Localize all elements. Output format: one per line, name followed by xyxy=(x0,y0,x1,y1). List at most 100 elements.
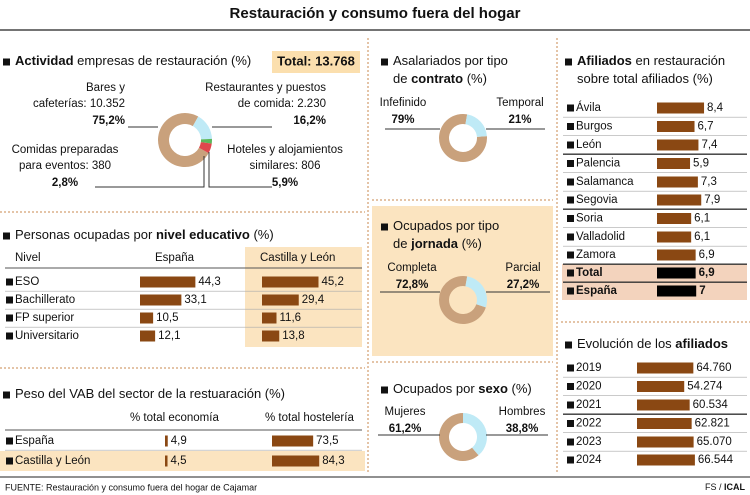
value-label: 45,2 xyxy=(322,276,344,288)
section-title: Peso del VAB del sector de la restuaraci… xyxy=(15,386,285,401)
bar xyxy=(262,312,277,324)
bar xyxy=(657,267,696,279)
bar xyxy=(657,102,705,114)
text-segment: Ocupados por xyxy=(393,381,478,396)
value-label: 29,4 xyxy=(302,294,325,306)
bar xyxy=(657,121,695,132)
row-label: Bachillerato xyxy=(15,294,75,306)
bullet xyxy=(567,438,574,446)
value-label: 6,1 xyxy=(694,213,710,225)
bar xyxy=(165,455,168,467)
row-label: Castilla y León xyxy=(15,455,90,467)
row-label: Ávila xyxy=(576,101,602,114)
bullet xyxy=(567,269,574,277)
bullet xyxy=(381,223,388,231)
credit: FS / ICAL xyxy=(705,482,746,492)
bar xyxy=(140,312,154,324)
row-label: 2021 xyxy=(576,399,602,411)
bar xyxy=(657,139,699,151)
text-segment: Actividad xyxy=(15,53,74,68)
row-highlight xyxy=(562,282,747,300)
bar xyxy=(272,435,314,447)
bar xyxy=(637,418,692,429)
bullet xyxy=(567,420,574,427)
donut-slice xyxy=(465,114,487,137)
text-segment: afiliados xyxy=(675,336,728,351)
bullet xyxy=(6,314,13,322)
section-title: Ocupados por tipo xyxy=(393,218,499,233)
slice-label: Mujeres xyxy=(385,406,426,418)
column-header: España xyxy=(155,252,195,264)
section-title: sobre total afiliados (%) xyxy=(577,71,713,86)
bullet xyxy=(567,287,574,295)
slice-label: similares: 806 xyxy=(250,160,321,172)
row-label: Soria xyxy=(576,213,603,225)
bullet xyxy=(381,58,388,66)
bar xyxy=(262,330,280,342)
row-label: León xyxy=(576,139,602,151)
slice-label: Hombres xyxy=(499,406,546,418)
value-label: 66.544 xyxy=(698,454,734,466)
slice-value: 2,8% xyxy=(52,177,78,189)
slice-value: 79% xyxy=(391,114,414,126)
row-label: Burgos xyxy=(576,121,613,133)
slice-value: 5,9% xyxy=(272,177,298,189)
slice-label: cafeterías: 10.352 xyxy=(33,98,125,110)
row-label: 2019 xyxy=(576,362,602,374)
donut-slice xyxy=(463,413,488,456)
bar xyxy=(657,176,698,188)
slice-value: 75,2% xyxy=(92,115,125,127)
value-label: 7,4 xyxy=(701,139,718,151)
value-label: 6,9 xyxy=(699,267,715,279)
text-segment: Ocupados por tipo xyxy=(393,218,499,233)
text-segment: (%) xyxy=(508,381,532,396)
row-label: Zamora xyxy=(576,249,616,261)
bullet xyxy=(381,386,388,394)
donut-slice xyxy=(439,114,487,162)
value-label: 13,8 xyxy=(282,330,304,342)
text-segment: contrato xyxy=(411,71,463,86)
row-label: 2023 xyxy=(576,436,602,448)
value-label: 12,1 xyxy=(158,330,180,342)
bar xyxy=(165,435,168,447)
bullet xyxy=(567,178,574,186)
bar xyxy=(262,276,319,288)
text-segment: en restauración xyxy=(632,53,725,68)
column-header: Castilla y León xyxy=(260,252,335,264)
slice-value: 16,2% xyxy=(293,115,326,127)
bullet xyxy=(565,58,572,66)
row-highlight xyxy=(562,264,747,282)
text-segment: (%) xyxy=(250,227,274,242)
value-label: 11,6 xyxy=(280,312,302,324)
bar xyxy=(657,231,692,243)
row-label: Palencia xyxy=(576,158,621,170)
section-title: Actividad empresas de restauración (%) xyxy=(15,53,251,68)
bullet xyxy=(567,160,574,167)
bar xyxy=(657,285,697,297)
slice-value: 72,8% xyxy=(396,279,429,291)
value-label: 65.070 xyxy=(697,436,732,448)
bullet xyxy=(6,296,13,304)
value-label: 60.534 xyxy=(693,399,729,411)
text-segment: (%) xyxy=(458,236,482,251)
column-header: % total economía xyxy=(130,412,219,424)
row-label: 2020 xyxy=(576,381,602,393)
section-title: de contrato (%) xyxy=(393,71,487,86)
bullet xyxy=(567,141,574,149)
donut-slice xyxy=(158,113,209,167)
source: FUENTE: Restauración y consumo fuera del… xyxy=(5,482,257,492)
bullet xyxy=(567,383,574,390)
value-label: 7 xyxy=(699,285,705,297)
slice-label: Hoteles y alojamientos xyxy=(227,144,343,156)
value-label: 6,1 xyxy=(694,231,710,243)
text-segment: nivel educativo xyxy=(156,227,250,242)
donut-slice xyxy=(198,142,212,154)
value-label: 33,1 xyxy=(184,294,206,306)
leader-line xyxy=(208,152,272,188)
section-title: Afiliados en restauración xyxy=(577,53,725,68)
slice-label: Infefinido xyxy=(380,97,427,109)
text-segment: de xyxy=(393,71,411,86)
value-label: 7,3 xyxy=(701,176,717,188)
bullet xyxy=(567,215,574,222)
